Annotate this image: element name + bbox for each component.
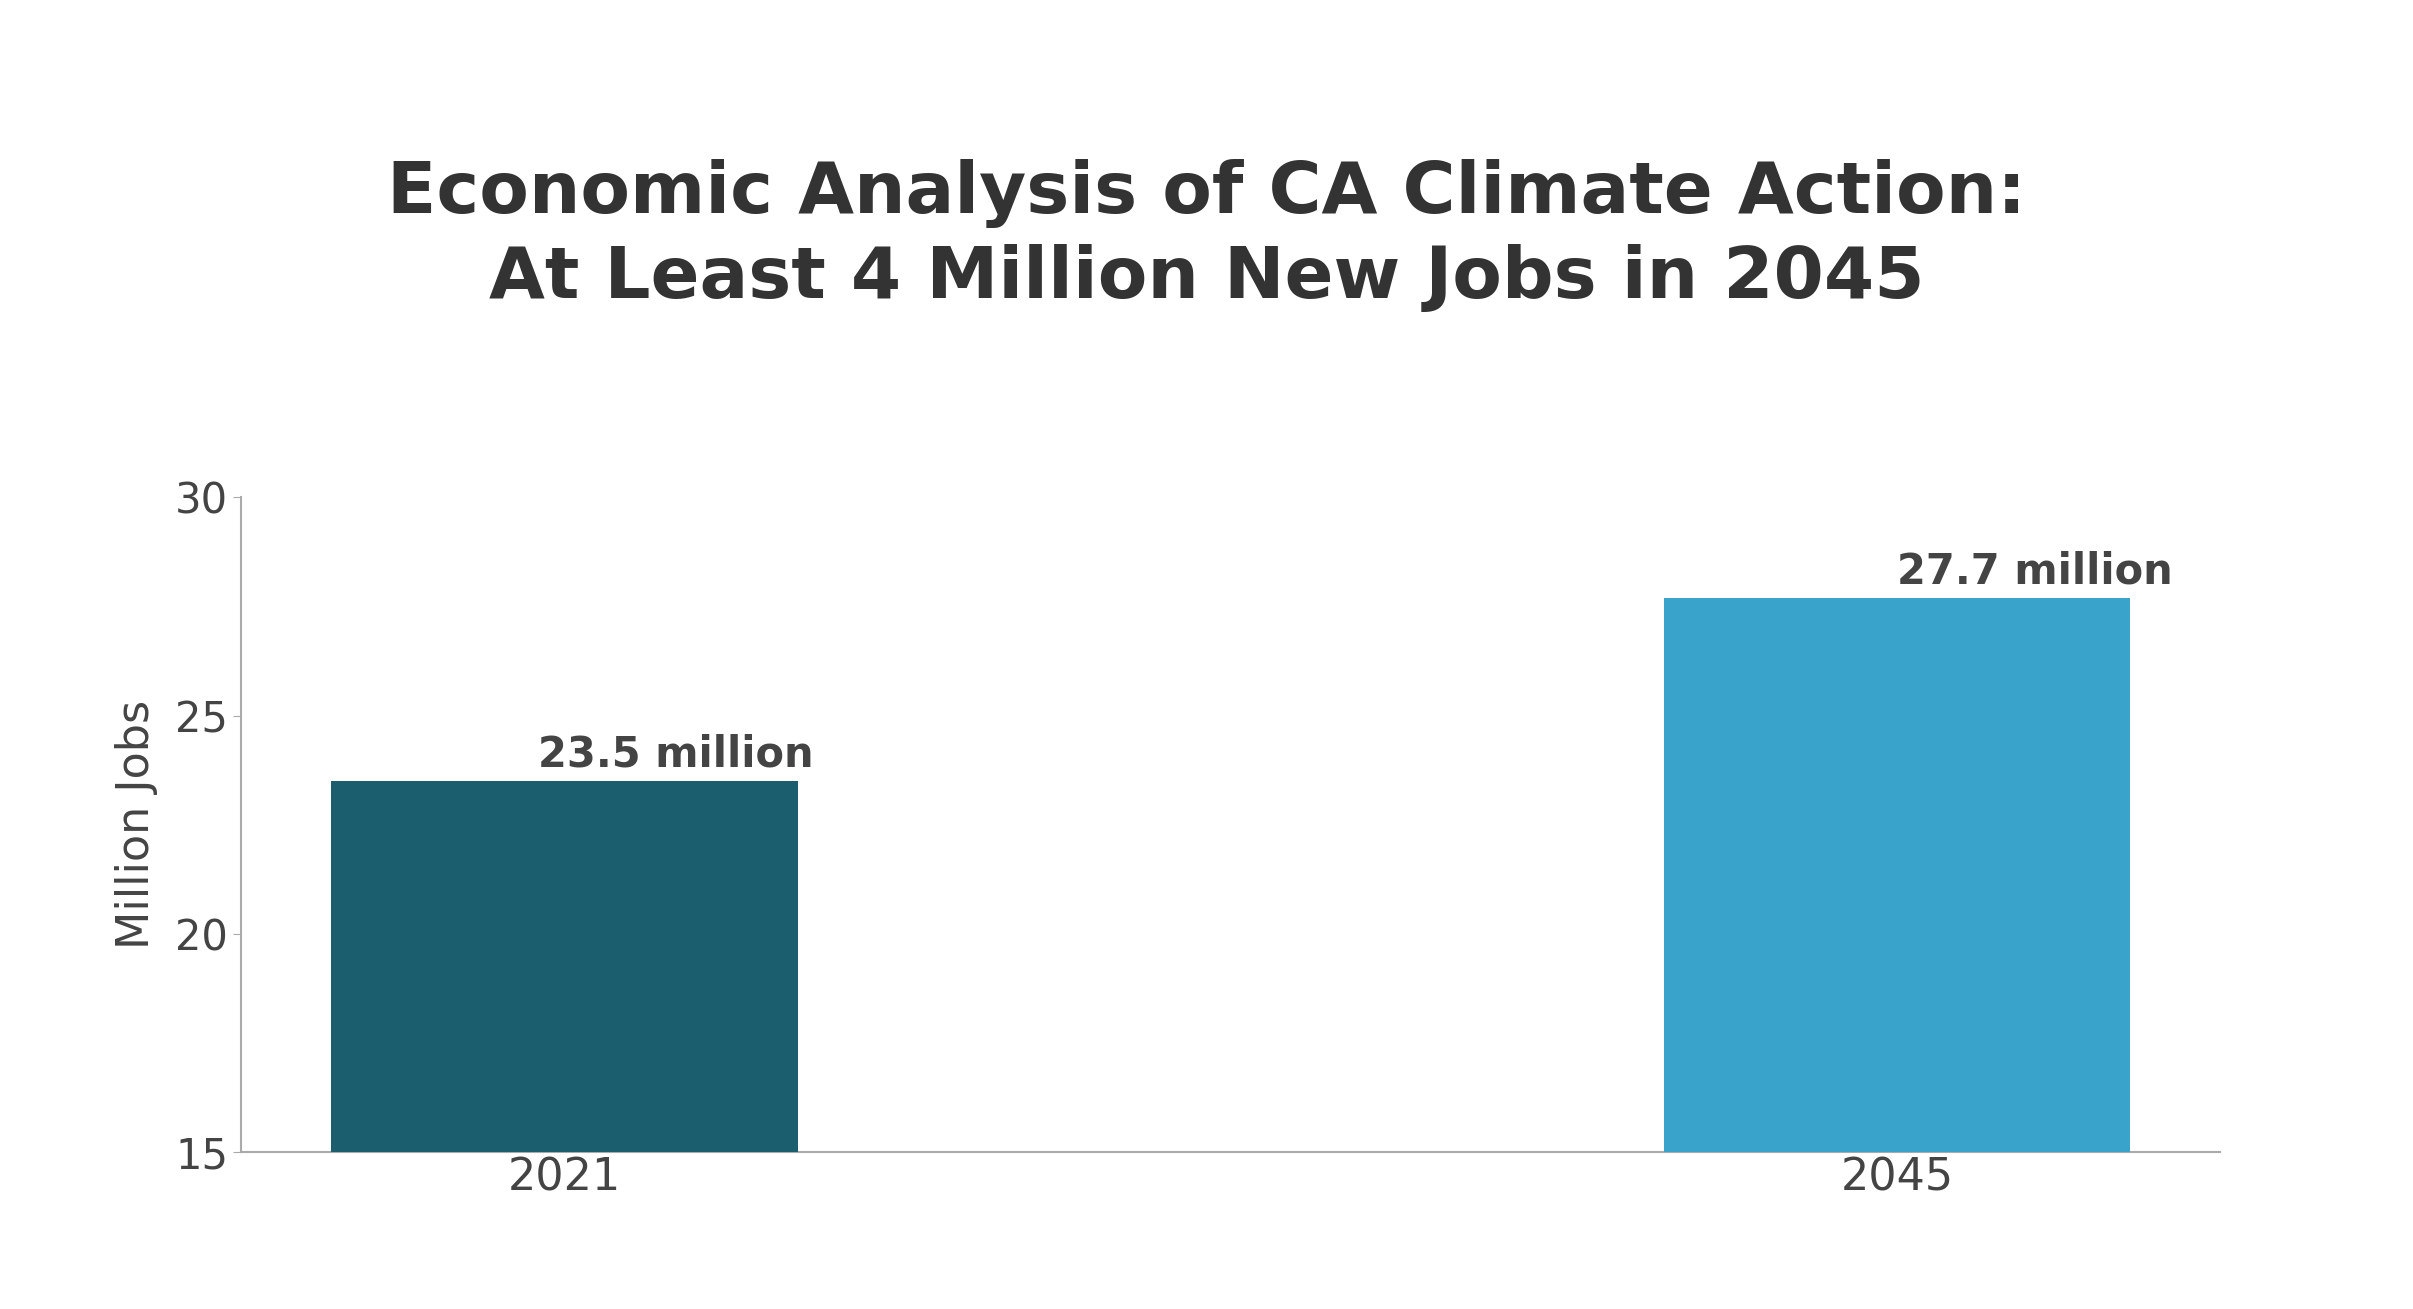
Text: 27.7 million: 27.7 million [1897, 551, 2172, 593]
Text: 23.5 million: 23.5 million [538, 734, 813, 776]
Text: Economic Analysis of CA Climate Action:
At Least 4 Million New Jobs in 2045: Economic Analysis of CA Climate Action: … [386, 158, 2027, 313]
Y-axis label: Million Jobs: Million Jobs [116, 700, 159, 949]
Bar [331, 781, 799, 1152]
Bar [1663, 598, 2131, 1152]
